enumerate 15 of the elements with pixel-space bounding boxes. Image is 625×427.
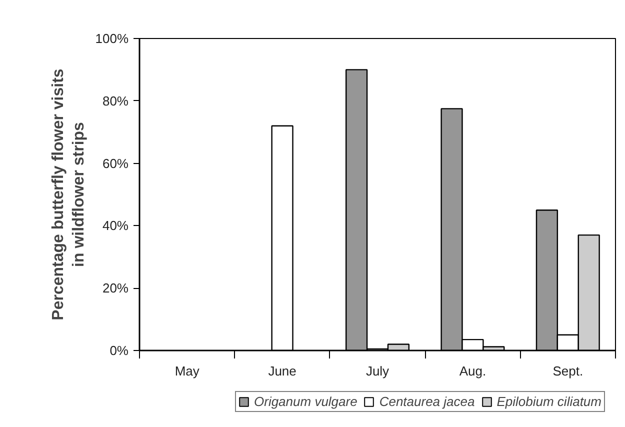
x-tick-label: Sept. <box>552 364 584 378</box>
legend-label: Origanum vulgare <box>254 394 358 409</box>
y-tick-label: 0% <box>110 343 129 358</box>
x-tick-label: May <box>174 364 200 378</box>
legend-label: Epilobium ciliatum <box>496 394 602 409</box>
y-tick-label: 60% <box>102 156 129 171</box>
y-axis-title: Percentage butterfly flower visits in wildflower strips <box>50 68 88 320</box>
legend-label: Centaurea jacea <box>379 394 475 409</box>
x-tick-label: July <box>366 364 390 378</box>
x-tick-label: June <box>268 364 296 378</box>
y-tick-label: 80% <box>102 93 129 108</box>
x-tick-label: Aug. <box>459 364 486 378</box>
y-tick-label: 20% <box>102 280 129 296</box>
y-tick-label: 40% <box>102 218 129 234</box>
y-tick-label: 100% <box>95 31 129 46</box>
